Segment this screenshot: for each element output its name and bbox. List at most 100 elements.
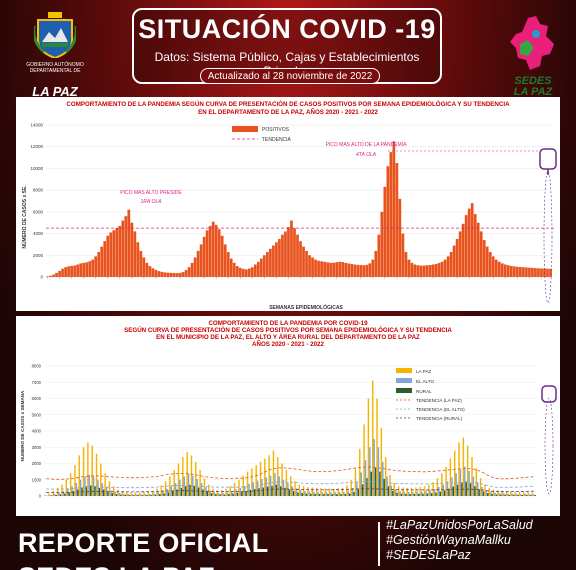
bar-positivos: [350, 263, 354, 277]
bar-elalto: [351, 487, 354, 496]
bar-rural: [344, 493, 347, 496]
bar-rural: [279, 486, 282, 496]
bar-positivos: [305, 250, 308, 277]
bar-lapaz: [212, 488, 214, 496]
bar-positivos: [546, 268, 549, 277]
bar-positivos: [58, 270, 61, 277]
bar-positivos: [115, 228, 119, 277]
bar-lapaz: [199, 470, 201, 496]
bar-elalto: [334, 492, 337, 496]
bar-rural: [383, 478, 385, 496]
bar-lapaz: [501, 490, 503, 496]
bar-rural: [288, 489, 290, 496]
bar-positivos: [76, 264, 79, 277]
bar-positivos: [512, 266, 516, 277]
bar-rural: [301, 493, 303, 496]
bar-elalto: [222, 493, 224, 496]
bar-positivos: [326, 262, 329, 277]
bar-rural: [292, 491, 295, 496]
bar-rural: [392, 490, 394, 496]
bar-rural: [340, 494, 342, 496]
bar-rural: [111, 493, 114, 496]
bar-elalto: [218, 493, 220, 496]
bar-positivos: [46, 276, 49, 277]
bar-lapaz: [264, 458, 266, 496]
bar-positivos: [290, 220, 293, 277]
bar-positivos: [302, 246, 305, 277]
bar-lapaz: [527, 492, 529, 496]
bar-positivos: [214, 224, 218, 277]
bar-positivos: [178, 272, 182, 277]
bar-rural: [64, 493, 66, 496]
bar-elalto: [520, 493, 522, 496]
bar-elalto: [442, 484, 444, 496]
bar-rural: [487, 493, 489, 496]
annotation-fourth-wave: 4TA OLA: [356, 152, 377, 158]
bar-rural: [197, 487, 200, 496]
bar-elalto: [157, 492, 160, 496]
bar-elalto: [451, 477, 453, 496]
bar-elalto: [291, 486, 293, 496]
bar-lapaz: [52, 491, 55, 496]
bar-rural: [426, 493, 429, 496]
bar-positivos: [311, 257, 314, 277]
bar-lapaz: [402, 487, 404, 496]
bar-elalto: [75, 483, 78, 496]
page-title: SITUACIÓN COVID -19: [138, 14, 436, 44]
bar-positivos: [356, 264, 360, 277]
bar-rural: [275, 484, 278, 496]
bar-positivos: [284, 231, 287, 277]
bar-elalto: [248, 483, 250, 496]
bar-positivos: [470, 203, 474, 277]
highlight-ellipse-2: [544, 397, 554, 495]
bar-elalto: [347, 490, 349, 496]
bar-positivos: [383, 186, 387, 277]
bar-lapaz: [208, 484, 210, 496]
bar-rural: [107, 491, 109, 496]
bar-rural: [90, 485, 92, 496]
y-tick-label: 0: [39, 494, 42, 499]
bar-lapaz: [484, 484, 486, 496]
bar-positivos: [190, 262, 194, 277]
bar-positivos: [413, 264, 417, 277]
bar-rural: [504, 494, 506, 496]
bar-lapaz: [380, 427, 383, 496]
bar-lapaz: [454, 450, 456, 496]
bar-positivos: [121, 220, 125, 277]
bar-lapaz: [497, 490, 499, 496]
bar-positivos: [226, 252, 230, 277]
bar-rural: [72, 491, 75, 496]
bar-elalto: [403, 491, 406, 496]
bar-positivos: [247, 268, 251, 277]
bar-rural: [512, 494, 515, 496]
bar-elalto: [489, 491, 492, 496]
bar-elalto: [455, 473, 457, 496]
bar-elalto: [136, 494, 138, 496]
bar-rural: [146, 495, 148, 496]
bar-elalto: [399, 491, 401, 496]
bar-positivos: [127, 209, 131, 277]
bar-lapaz: [389, 474, 391, 496]
bar-positivos: [145, 262, 149, 277]
bar-positivos: [73, 265, 76, 277]
trend-elalto-line: [46, 481, 534, 490]
bar-rural: [478, 489, 480, 496]
bar-lapaz: [298, 484, 301, 496]
bar-lapaz: [510, 491, 512, 496]
bar-elalto: [377, 447, 380, 496]
bar-lapaz: [302, 486, 305, 496]
bar-rural: [98, 487, 101, 496]
bar-lapaz: [225, 488, 227, 496]
bar-lapaz: [346, 485, 348, 496]
bar-lapaz: [56, 487, 59, 496]
bar-positivos: [537, 268, 540, 277]
bar-elalto: [131, 494, 134, 496]
bar-positivos: [467, 208, 471, 277]
bar-lapaz: [294, 481, 296, 496]
bar-lapaz: [531, 492, 534, 496]
bar-lapaz: [290, 476, 292, 496]
legend-label-trend-elalto: TENDENCIA (EL ALTO): [416, 407, 465, 412]
bar-lapaz: [285, 470, 288, 496]
bar-positivos: [509, 265, 513, 277]
bar-elalto: [153, 493, 155, 496]
